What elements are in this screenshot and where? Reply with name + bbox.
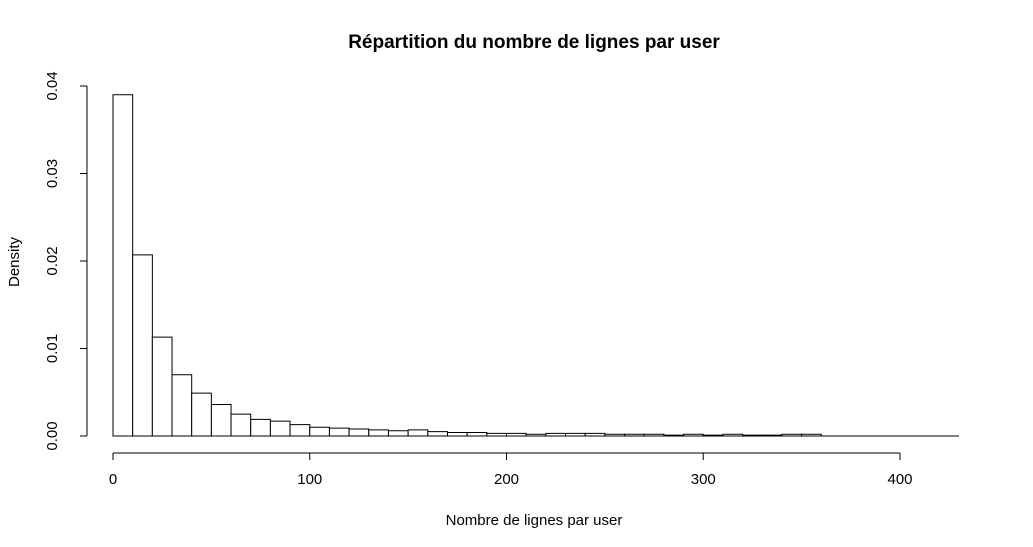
histogram-bar	[132, 254, 153, 437]
histogram-bar	[309, 426, 330, 437]
histogram-bar	[230, 413, 252, 437]
histogram-bar	[151, 336, 173, 437]
y-axis-label: Density	[6, 236, 23, 287]
histogram-bar	[368, 429, 389, 437]
x-axis: 0 100 200 300 400	[109, 452, 913, 488]
y-axis: 0.00 0.01 0.02 0.03 0.04	[44, 71, 88, 451]
x-tick-label: 400	[887, 471, 912, 488]
y-tick-label: 0.01	[44, 334, 61, 363]
histogram-bar	[328, 427, 350, 437]
histogram-bar	[171, 374, 193, 437]
bars-group	[112, 94, 960, 437]
histogram-bar	[466, 432, 488, 437]
x-tick-label: 200	[494, 471, 519, 488]
histogram-bar	[427, 431, 448, 437]
x-axis-label: Nombre de lignes par user	[446, 512, 623, 529]
histogram-bar	[387, 430, 409, 437]
y-tick-label: 0.04	[44, 71, 61, 100]
y-tick-label: 0.00	[44, 421, 61, 450]
histogram-bar	[191, 392, 212, 437]
histogram-bar	[289, 424, 311, 437]
histogram-bar	[112, 94, 134, 437]
chart-title: Répartition du nombre de lignes par user	[348, 32, 720, 53]
x-tick-label: 100	[297, 471, 322, 488]
y-tick-label: 0.03	[44, 159, 61, 188]
histogram-bar	[407, 429, 429, 437]
x-tick-label: 0	[109, 471, 117, 488]
histogram-bar	[348, 428, 370, 437]
histogram-bar	[250, 418, 271, 437]
histogram-bar	[210, 404, 232, 437]
histogram-bar	[446, 432, 468, 437]
histogram-bar	[269, 420, 291, 437]
y-tick-label: 0.02	[44, 246, 61, 275]
x-tick-label: 300	[691, 471, 716, 488]
